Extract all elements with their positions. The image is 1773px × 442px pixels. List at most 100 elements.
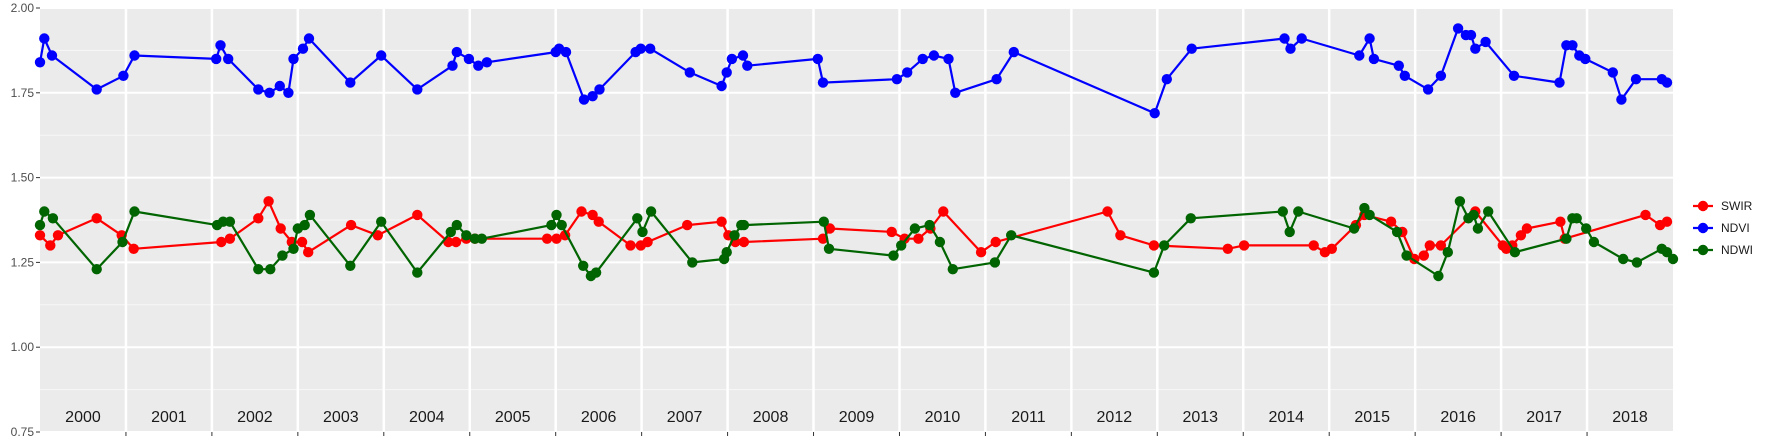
data-point <box>1470 43 1481 54</box>
data-point <box>215 40 226 51</box>
data-point <box>451 219 462 231</box>
year-label: 2010 <box>925 409 961 426</box>
data-point <box>587 91 598 102</box>
data-point <box>947 264 958 275</box>
legend-key-point <box>1697 244 1709 256</box>
data-point <box>1102 206 1113 217</box>
series-ndvi <box>34 23 1673 119</box>
data-point <box>1515 230 1527 241</box>
year-label: 2014 <box>1268 409 1304 426</box>
data-point <box>1161 74 1173 85</box>
data-point <box>909 223 921 234</box>
data-point <box>253 84 264 95</box>
data-point <box>551 233 562 244</box>
data-point <box>39 206 50 217</box>
data-point <box>632 213 643 224</box>
data-point <box>1285 43 1296 54</box>
data-point <box>886 226 897 238</box>
data-point <box>716 80 727 92</box>
data-point <box>34 57 46 68</box>
data-point <box>938 206 949 217</box>
data-point <box>445 226 456 238</box>
data-point <box>1661 77 1673 88</box>
data-point <box>1567 40 1578 51</box>
year-label: 2000 <box>65 409 101 426</box>
grid-lines <box>40 7 1673 433</box>
data-point <box>1521 223 1533 234</box>
year-label: 2015 <box>1354 409 1390 426</box>
data-point <box>576 206 587 217</box>
data-point <box>47 213 59 224</box>
data-point <box>1148 267 1160 278</box>
data-point <box>1308 240 1319 251</box>
data-point <box>34 219 46 231</box>
data-point <box>546 219 557 231</box>
y-tick-label: 2.00 <box>11 1 35 15</box>
year-label: 2016 <box>1440 409 1476 426</box>
data-point <box>1465 29 1477 41</box>
data-point <box>1418 250 1430 261</box>
x-axis-year-labels: 2000 2001 2002 2003 2004 2005 2006 2007 2008 2009… <box>65 409 1648 436</box>
data-point <box>891 74 903 85</box>
data-point <box>39 33 50 44</box>
data-point <box>253 264 264 275</box>
data-point <box>129 206 140 217</box>
data-point <box>716 216 727 227</box>
year-label: 2002 <box>237 409 273 426</box>
data-point <box>1364 33 1375 44</box>
data-point <box>1581 223 1592 234</box>
data-point <box>412 209 423 221</box>
data-point <box>1424 240 1436 251</box>
data-point <box>902 67 913 78</box>
data-point <box>1006 230 1017 241</box>
year-label: 2001 <box>151 409 187 426</box>
data-point <box>817 77 829 88</box>
data-point <box>637 226 648 238</box>
data-point <box>975 247 987 258</box>
data-point <box>277 250 288 261</box>
y-tick-label: 1.25 <box>11 255 35 269</box>
data-point <box>928 50 940 61</box>
data-point <box>1483 206 1494 217</box>
data-point <box>473 60 484 71</box>
data-point <box>1326 243 1338 254</box>
data-point <box>303 247 314 258</box>
data-point <box>541 233 553 244</box>
data-point <box>1296 33 1307 44</box>
data-point <box>481 57 493 68</box>
year-label: 2007 <box>667 409 703 426</box>
data-point <box>1393 60 1405 71</box>
data-point <box>1348 223 1360 234</box>
data-point <box>917 53 928 65</box>
year-label: 2013 <box>1182 409 1218 426</box>
data-point <box>91 264 102 275</box>
data-point <box>1279 33 1290 44</box>
data-point <box>729 230 740 241</box>
data-point <box>450 236 462 248</box>
data-point <box>372 230 383 241</box>
year-label: 2017 <box>1526 409 1562 426</box>
legend-item-swir: SWIR <box>1693 199 1753 213</box>
data-point <box>52 230 64 241</box>
data-point <box>1640 209 1651 221</box>
data-point <box>1435 70 1447 82</box>
data-point <box>1452 23 1464 34</box>
data-point <box>1368 53 1380 65</box>
data-point <box>738 219 750 231</box>
data-point <box>721 247 732 258</box>
data-point <box>345 260 356 271</box>
legend-item-ndvi: NDVI <box>1693 221 1750 235</box>
y-tick-label: 1.50 <box>11 171 35 185</box>
data-point <box>738 236 750 248</box>
year-label: 2003 <box>323 409 359 426</box>
data-point <box>1185 213 1197 224</box>
data-point <box>989 257 1001 268</box>
data-point <box>211 53 222 65</box>
data-point <box>824 223 836 234</box>
data-point <box>818 216 829 227</box>
data-point <box>1561 233 1572 244</box>
data-point <box>1008 46 1019 58</box>
data-point <box>129 50 140 61</box>
